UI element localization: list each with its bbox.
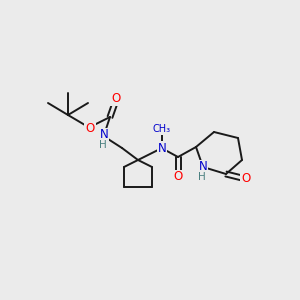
Text: H: H <box>198 172 206 182</box>
Text: O: O <box>173 170 183 184</box>
Text: N: N <box>158 142 166 154</box>
Text: N: N <box>199 160 207 173</box>
Text: N: N <box>100 128 108 142</box>
Text: CH₃: CH₃ <box>153 124 171 134</box>
Text: H: H <box>99 140 107 150</box>
Text: O: O <box>85 122 94 134</box>
Text: O: O <box>111 92 121 106</box>
Text: O: O <box>242 172 250 184</box>
